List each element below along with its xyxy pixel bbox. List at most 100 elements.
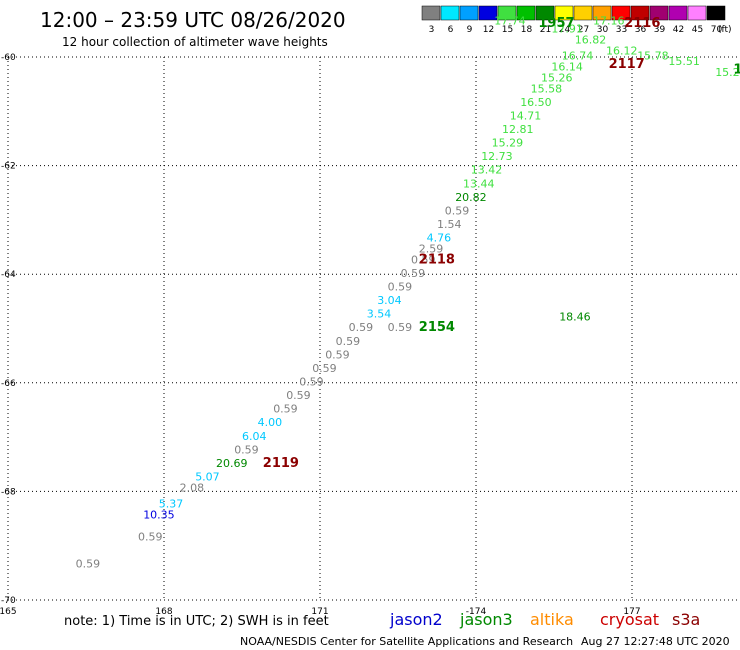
colorbar-swatch bbox=[611, 5, 631, 21]
colorbar-value: 33 bbox=[616, 25, 627, 35]
colorbar-swatch bbox=[459, 5, 479, 21]
pass-number-label: 1957 bbox=[538, 16, 574, 31]
wave-height-label: 16.74 bbox=[562, 50, 594, 63]
satellite-name: cryosat bbox=[600, 610, 659, 629]
pass-number-label: 2116 bbox=[624, 16, 660, 31]
colorbar-value: 27 bbox=[578, 25, 589, 35]
wave-height-label: 1.54 bbox=[437, 218, 462, 231]
wave-height-label: 2.59 bbox=[419, 242, 444, 255]
wave-height-label: 4.00 bbox=[258, 416, 283, 429]
colorbar-swatch bbox=[630, 5, 650, 21]
wave-height-label: 15.26 bbox=[541, 71, 573, 84]
satellite-legend: jason2 jason3 altika cryosat s3a bbox=[389, 610, 700, 629]
pass-labels: 1957 2116 2117 1958 21 18 2154 2119 bbox=[263, 16, 740, 471]
y-tick-label: -64 bbox=[1, 270, 16, 280]
wave-height-label: 0.59 bbox=[286, 389, 311, 402]
wave-height-label: 18.46 bbox=[559, 310, 591, 323]
colorbar-swatch bbox=[478, 5, 498, 21]
colorbar-value: 42 bbox=[673, 25, 684, 35]
wave-height-label: 0.59 bbox=[388, 321, 413, 334]
y-tick-label: -62 bbox=[1, 162, 16, 172]
pass-number-label: 2117 bbox=[609, 57, 645, 72]
wave-height-label: 16.82 bbox=[575, 33, 607, 46]
colorbar-swatch bbox=[687, 5, 707, 21]
satellite-name: altika bbox=[530, 610, 574, 629]
x-tick-label: 171 bbox=[311, 607, 328, 617]
wave-height-label: 17.74 bbox=[494, 14, 526, 27]
colorbar-swatch bbox=[440, 5, 460, 21]
colorbar-value: 6 bbox=[448, 25, 454, 35]
chart-subtitle: 12 hour collection of altimeter wave hei… bbox=[62, 35, 328, 49]
colorbar-unit: (ft) bbox=[718, 25, 732, 35]
colorbar-swatch bbox=[649, 5, 669, 21]
satellite-name: jason2 bbox=[389, 610, 443, 629]
satellite-name: jason3 bbox=[459, 610, 513, 629]
y-tick-label: -60 bbox=[1, 53, 16, 63]
colorbar-value: 36 bbox=[635, 25, 647, 35]
colorbar-swatch bbox=[421, 5, 441, 21]
colorbar-value: 18 bbox=[521, 25, 533, 35]
x-tick-label: 177 bbox=[623, 607, 640, 617]
colorbar-swatch bbox=[573, 5, 593, 21]
colorbar-swatch bbox=[706, 5, 726, 21]
wave-height-label: 5.07 bbox=[195, 471, 220, 484]
wave-height-label: 5.37 bbox=[159, 498, 184, 511]
wave-height-label: 0.59 bbox=[349, 321, 374, 334]
colorbar-value: 15 bbox=[502, 25, 513, 35]
colorbar-value: 3 bbox=[429, 25, 435, 35]
wave-height-label: 0.59 bbox=[336, 335, 361, 348]
colorbar-value: 21 bbox=[540, 25, 551, 35]
pass-number-label: 2119 bbox=[263, 456, 299, 471]
y-tick-label: -68 bbox=[1, 487, 16, 497]
y-tick-label: -66 bbox=[1, 379, 16, 389]
wave-height-label: 20.82 bbox=[455, 191, 487, 204]
colorbar-value: 12 bbox=[483, 25, 494, 35]
wave-height-label: 0.59 bbox=[273, 403, 298, 416]
colorbar-value: 24 bbox=[559, 25, 571, 35]
footer-timestamp: Aug 27 12:27:48 UTC 2020 bbox=[581, 635, 730, 648]
colorbar-legend: 3 6 9 12 15 18 21 24 27 30 33 36 39 42 45 70(ft) bbox=[421, 5, 732, 35]
pass-number-label: 2154 bbox=[419, 320, 455, 335]
wave-height-label: 13.42 bbox=[471, 164, 503, 177]
wave-height-label: 0.59 bbox=[445, 204, 470, 217]
wave-height-label: 0.59 bbox=[312, 362, 337, 375]
satellite-name: s3a bbox=[672, 610, 700, 629]
x-tick-label: -174 bbox=[466, 607, 487, 617]
wave-height-label: 0.59 bbox=[401, 267, 426, 280]
footer-credit: NOAA/NESDIS Center for Satellite Applica… bbox=[240, 635, 573, 648]
wave-height-label: 12.81 bbox=[502, 123, 534, 136]
wave-height-label: 6.04 bbox=[242, 430, 267, 443]
axis-ticks: 165 168 171 -174 177 -60 -62 -64 -66 -68 -70 bbox=[0, 53, 641, 617]
colorbar-value: 39 bbox=[654, 25, 666, 35]
colorbar-value: 30 bbox=[597, 25, 609, 35]
wave-height-label: 16.14 bbox=[551, 61, 583, 74]
wave-height-label: 2.08 bbox=[180, 481, 205, 494]
wave-height-label: 20.69 bbox=[216, 457, 248, 470]
wave-height-label: 0.59 bbox=[138, 530, 163, 543]
wave-height-label: 13.44 bbox=[463, 177, 495, 190]
colorbar-swatch bbox=[592, 5, 612, 21]
y-tick-label: -70 bbox=[1, 596, 16, 606]
x-tick-label: 168 bbox=[155, 607, 172, 617]
x-tick-label: 165 bbox=[0, 607, 17, 617]
chart-title: 12:00 – 23:59 UTC 08/26/2020 bbox=[40, 8, 346, 32]
colorbar-swatch bbox=[554, 5, 574, 21]
wave-height-label: 0.59 bbox=[299, 376, 324, 389]
wave-height-label: 12.73 bbox=[481, 150, 513, 163]
wave-height-label: 15.78 bbox=[637, 50, 669, 63]
wave-height-label: 15.51 bbox=[668, 55, 700, 68]
colorbar-value: 45 bbox=[692, 25, 703, 35]
wave-height-label: 14.71 bbox=[510, 109, 542, 122]
wave-height-label: 16.50 bbox=[520, 96, 552, 109]
colorbar-swatch bbox=[516, 5, 536, 21]
wave-height-label: 17.91 bbox=[551, 23, 583, 36]
wave-height-label: 17.16 bbox=[593, 14, 625, 27]
pass-number-label: 1958 bbox=[733, 62, 740, 77]
wave-height-label: 15.58 bbox=[531, 82, 563, 95]
wave-height-label: 10.35 bbox=[143, 509, 175, 522]
colorbar-swatch bbox=[668, 5, 688, 21]
data-points: 0.590.5910.355.372.085.0720.690.596.044.… bbox=[76, 14, 740, 570]
colorbar-swatch bbox=[497, 5, 517, 21]
wave-height-label: 3.04 bbox=[377, 294, 402, 307]
